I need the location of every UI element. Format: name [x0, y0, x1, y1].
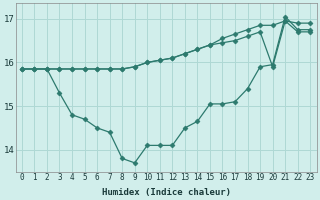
X-axis label: Humidex (Indice chaleur): Humidex (Indice chaleur)	[101, 188, 231, 197]
